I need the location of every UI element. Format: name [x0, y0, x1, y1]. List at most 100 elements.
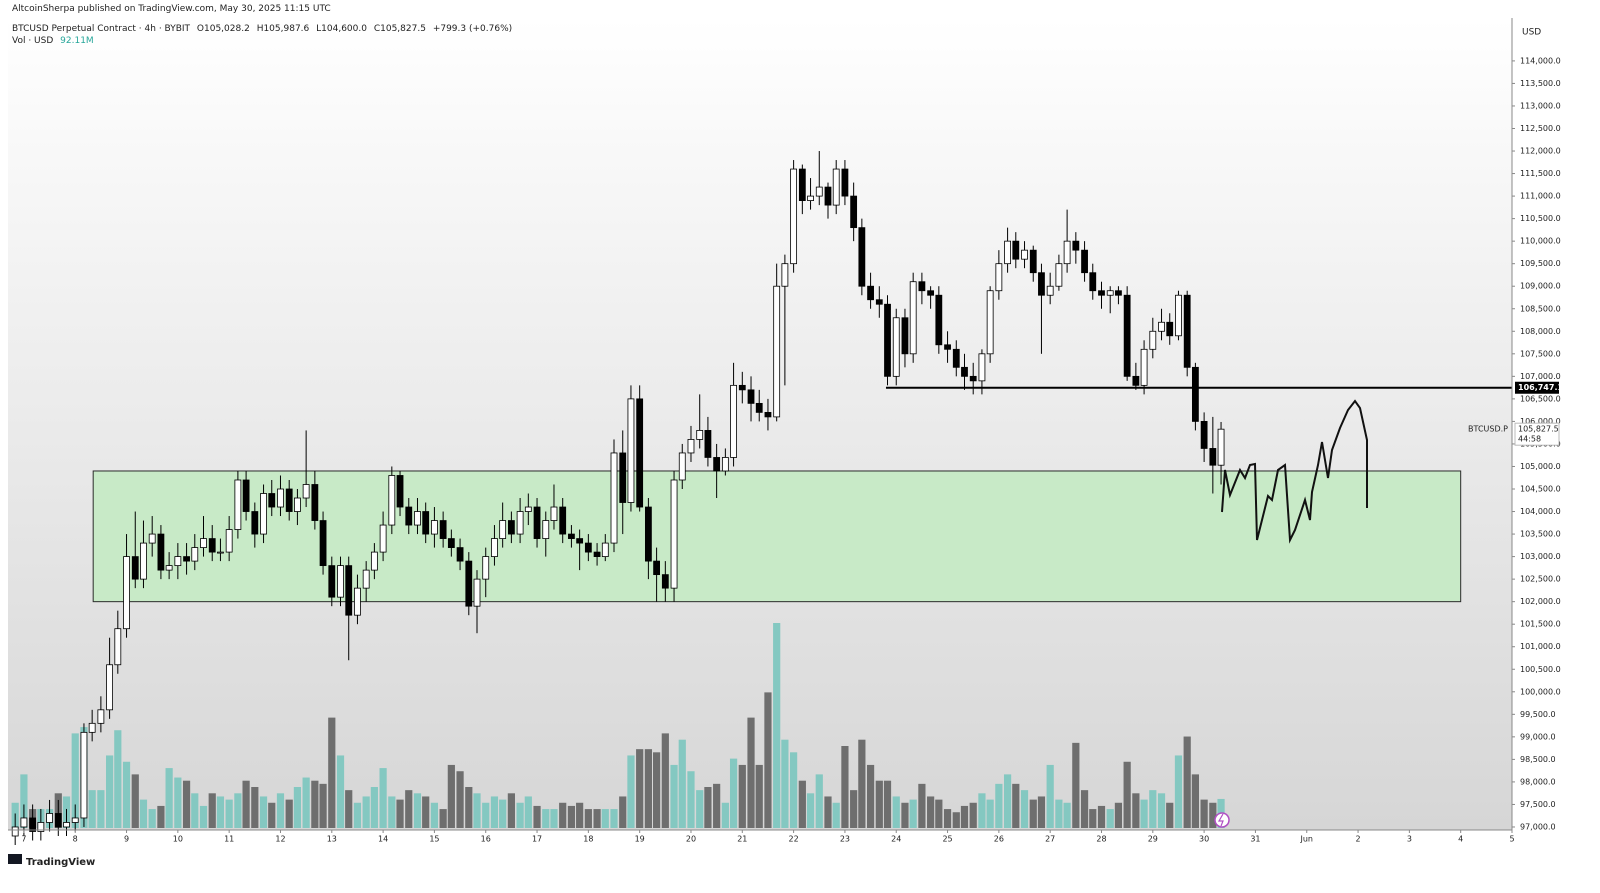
last-price-label: 105,827.5 — [1518, 425, 1559, 434]
volume-bar — [396, 799, 404, 828]
y-tick-label: 105,000.0 — [1520, 462, 1561, 471]
candle-body — [568, 533, 575, 539]
x-tick-label: 20 — [686, 835, 696, 844]
candle-body — [927, 290, 935, 296]
candle-body — [815, 186, 823, 197]
candle-body — [867, 285, 874, 301]
y-tick-label: 97,500.0 — [1520, 800, 1556, 809]
volume-bar — [781, 739, 789, 828]
volume-bar — [755, 764, 763, 828]
candle-body — [670, 479, 678, 589]
candle-body — [277, 488, 284, 508]
volume-bar — [216, 796, 225, 828]
x-tick-label: 18 — [583, 835, 593, 844]
candle-body — [29, 817, 37, 832]
candle-body — [832, 168, 840, 206]
candle-body — [405, 506, 413, 526]
candle-body — [1063, 240, 1071, 265]
candle-body — [619, 452, 627, 503]
candle-body — [798, 168, 806, 201]
volume-bar — [268, 802, 276, 828]
volume-bar — [644, 749, 652, 828]
candle-body — [593, 551, 601, 557]
volume-bar — [559, 802, 567, 828]
y-tick-label: 102,000.0 — [1520, 597, 1561, 606]
volume-bar — [661, 733, 669, 828]
volume-bar — [1157, 793, 1166, 828]
x-tick-label: 17 — [532, 835, 542, 844]
volume-bar — [901, 802, 909, 828]
candle-body — [687, 439, 695, 454]
volume-bar — [208, 793, 216, 828]
volume-bar — [328, 717, 336, 828]
candle-body — [1149, 330, 1157, 350]
volume-bar — [1123, 761, 1131, 828]
candle-body — [781, 263, 789, 287]
volume-bar — [353, 802, 362, 828]
candle-body — [1021, 249, 1028, 260]
projection-drawing — [1221, 399, 1368, 544]
event-icon[interactable] — [1214, 812, 1230, 828]
y-tick-label: 114,000.0 — [1520, 56, 1561, 65]
volume-bar — [1055, 799, 1063, 828]
volume-bar — [499, 799, 507, 828]
y-tick-label: 113,000.0 — [1520, 101, 1561, 110]
x-tick-label: 4 — [1458, 835, 1463, 844]
x-tick-label: 26 — [994, 835, 1004, 844]
candle-body — [542, 520, 550, 539]
volume-bar — [285, 799, 293, 828]
candle-body — [1055, 263, 1063, 287]
volume-bar — [473, 793, 481, 828]
volume-bar — [362, 796, 370, 828]
candle-body — [559, 506, 567, 535]
candle-body — [11, 826, 19, 837]
volume-bar — [824, 796, 832, 828]
volume-bar — [1037, 796, 1046, 828]
candle-body — [268, 493, 276, 508]
brand-name: TradingView — [26, 857, 95, 868]
x-tick-label: 15 — [429, 835, 439, 844]
volume-bar — [738, 764, 746, 828]
level-label-box — [1515, 381, 1559, 394]
candle-body — [764, 411, 772, 418]
candle-body — [71, 817, 79, 823]
volume-bar — [627, 755, 635, 828]
candle-body — [850, 195, 858, 229]
volume-bar — [191, 793, 199, 828]
volume-bar — [729, 758, 738, 828]
volume-bar — [88, 790, 96, 828]
volume-bar — [1174, 755, 1183, 828]
volume-bar — [413, 793, 422, 828]
y-tick-label: 100,000.0 — [1520, 687, 1561, 696]
candle-body — [704, 430, 712, 458]
volume-bar — [875, 780, 883, 828]
candle-body — [396, 475, 404, 508]
candle-body — [678, 452, 686, 481]
level-label: 106,747.1 — [1518, 383, 1563, 392]
volume-bar — [696, 790, 704, 828]
candle-body — [961, 366, 968, 377]
y-tick-label: 110,500.0 — [1520, 214, 1561, 223]
candle-body — [773, 285, 781, 418]
candle-body — [54, 813, 62, 828]
y-tick-label: 97,000.0 — [1520, 822, 1556, 831]
y-tick-label: 106,500.0 — [1520, 394, 1561, 403]
candle-body — [388, 475, 396, 526]
volume-bar — [918, 783, 926, 828]
candle-body — [1012, 240, 1020, 260]
y-tick-label: 104,000.0 — [1520, 507, 1561, 516]
candle-body — [1209, 448, 1217, 466]
y-tick-label: 101,000.0 — [1520, 642, 1561, 651]
volume-bar — [636, 749, 644, 828]
candle-body — [721, 457, 729, 472]
volume-bar — [1200, 799, 1208, 828]
volume-bar — [619, 796, 627, 828]
volume-bar — [1020, 790, 1029, 828]
candle-body — [978, 353, 986, 382]
candle-body — [431, 520, 438, 535]
volume-bar — [157, 805, 165, 828]
volume-bar — [465, 787, 473, 828]
volume-bar — [182, 780, 191, 828]
change: +799.3 (+0.76%) — [432, 24, 513, 34]
